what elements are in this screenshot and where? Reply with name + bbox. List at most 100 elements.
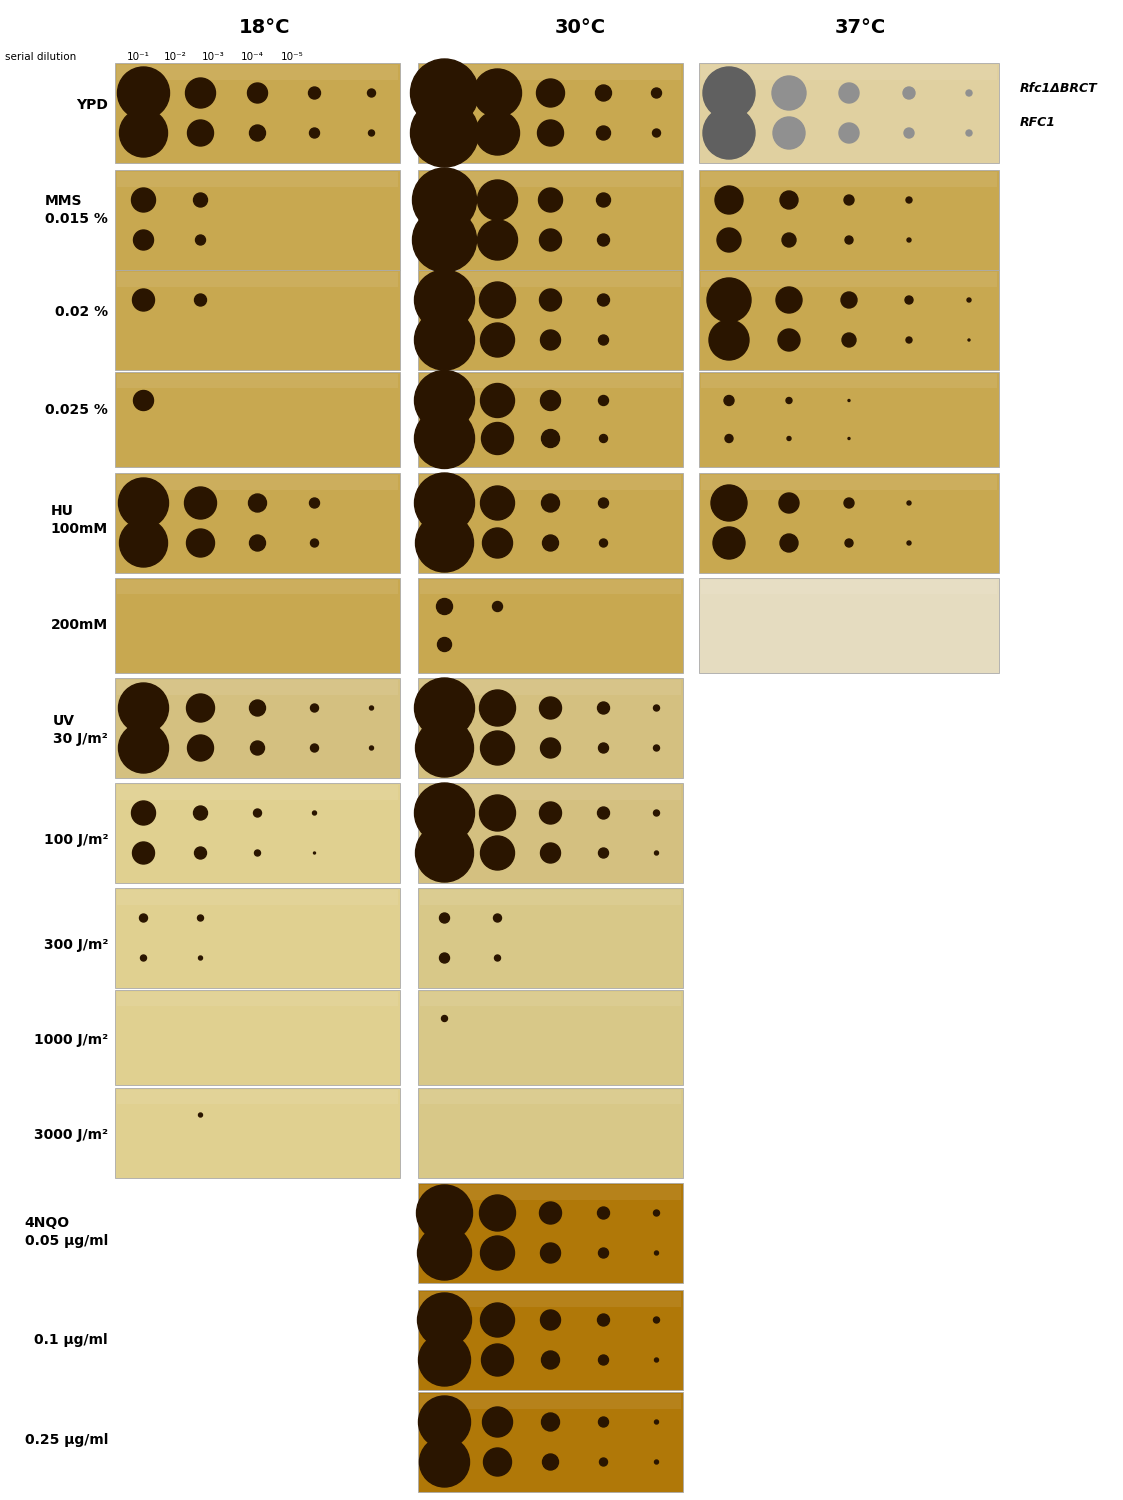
Circle shape [787,436,791,441]
Text: Rfc1ΔBRCT: Rfc1ΔBRCT [1020,81,1097,94]
Circle shape [772,76,806,110]
Bar [115,1088,400,1178]
Circle shape [310,538,319,548]
Circle shape [247,82,267,104]
Circle shape [652,129,660,136]
Circle shape [414,678,475,738]
Circle shape [654,746,659,752]
Circle shape [596,194,611,207]
Bar [418,1290,683,1390]
Bar [117,992,398,1006]
Circle shape [540,843,560,862]
Circle shape [907,501,911,506]
Circle shape [414,783,475,843]
Circle shape [539,698,562,718]
Text: 10⁻⁵: 10⁻⁵ [281,53,303,62]
Circle shape [599,1248,609,1258]
Circle shape [477,220,518,260]
Bar [699,170,999,270]
Circle shape [481,1304,514,1336]
Circle shape [131,188,155,211]
Bar [117,680,398,694]
Circle shape [906,338,912,344]
Circle shape [776,286,802,314]
Circle shape [420,1437,469,1486]
Bar [699,63,999,164]
Circle shape [249,700,265,715]
Circle shape [367,88,375,98]
Bar [420,374,681,388]
Bar [418,472,683,573]
Circle shape [540,738,560,758]
Circle shape [493,914,502,922]
Bar [115,990,400,1084]
Circle shape [439,914,449,922]
Circle shape [477,180,518,220]
Circle shape [654,1210,659,1216]
Bar [701,374,997,388]
Circle shape [369,746,374,750]
Bar [418,678,683,778]
Text: 300 J/m²: 300 J/m² [44,938,108,952]
Circle shape [483,528,512,558]
Bar [418,372,683,466]
Circle shape [481,384,514,417]
Circle shape [411,58,478,128]
Circle shape [249,536,265,550]
Circle shape [966,130,973,136]
Circle shape [786,398,792,404]
Text: 3000 J/m²: 3000 J/m² [34,1128,108,1142]
Circle shape [844,195,853,206]
Circle shape [310,704,319,712]
Bar [418,783,683,883]
Circle shape [140,956,146,962]
Circle shape [597,807,610,819]
Text: 0.02 %: 0.02 % [55,304,108,320]
Bar [420,1185,681,1200]
Text: 100 J/m²: 100 J/m² [44,833,108,848]
Circle shape [967,298,971,302]
Circle shape [309,87,320,99]
Circle shape [599,742,609,753]
Circle shape [599,1418,609,1426]
Circle shape [844,538,853,548]
Circle shape [716,228,741,252]
Circle shape [481,730,514,765]
Circle shape [839,82,859,104]
Circle shape [595,86,612,100]
Circle shape [654,810,659,816]
Circle shape [417,1185,473,1240]
Bar [418,63,683,164]
Circle shape [418,1293,472,1347]
Bar [418,888,683,989]
Bar [420,172,681,188]
Circle shape [654,1317,659,1323]
Circle shape [597,702,610,714]
Circle shape [484,1448,511,1476]
Circle shape [780,190,798,208]
Bar [418,1088,683,1178]
Circle shape [481,486,514,520]
Bar [420,992,681,1006]
Bar [115,472,400,573]
Circle shape [411,99,478,166]
Bar [117,476,398,490]
Circle shape [540,390,560,411]
Circle shape [773,117,805,148]
Circle shape [538,120,564,146]
Bar [699,372,999,466]
Circle shape [133,842,155,864]
Circle shape [779,494,798,513]
Bar [420,476,681,490]
Circle shape [599,334,609,345]
Bar [418,1392,683,1492]
Circle shape [599,498,609,508]
Circle shape [412,168,476,232]
Bar [420,890,681,904]
Bar [117,272,398,286]
Bar [418,270,683,370]
Circle shape [848,438,850,440]
Circle shape [119,110,167,158]
Text: YPD: YPD [76,98,108,112]
Text: 200mM: 200mM [51,618,108,632]
